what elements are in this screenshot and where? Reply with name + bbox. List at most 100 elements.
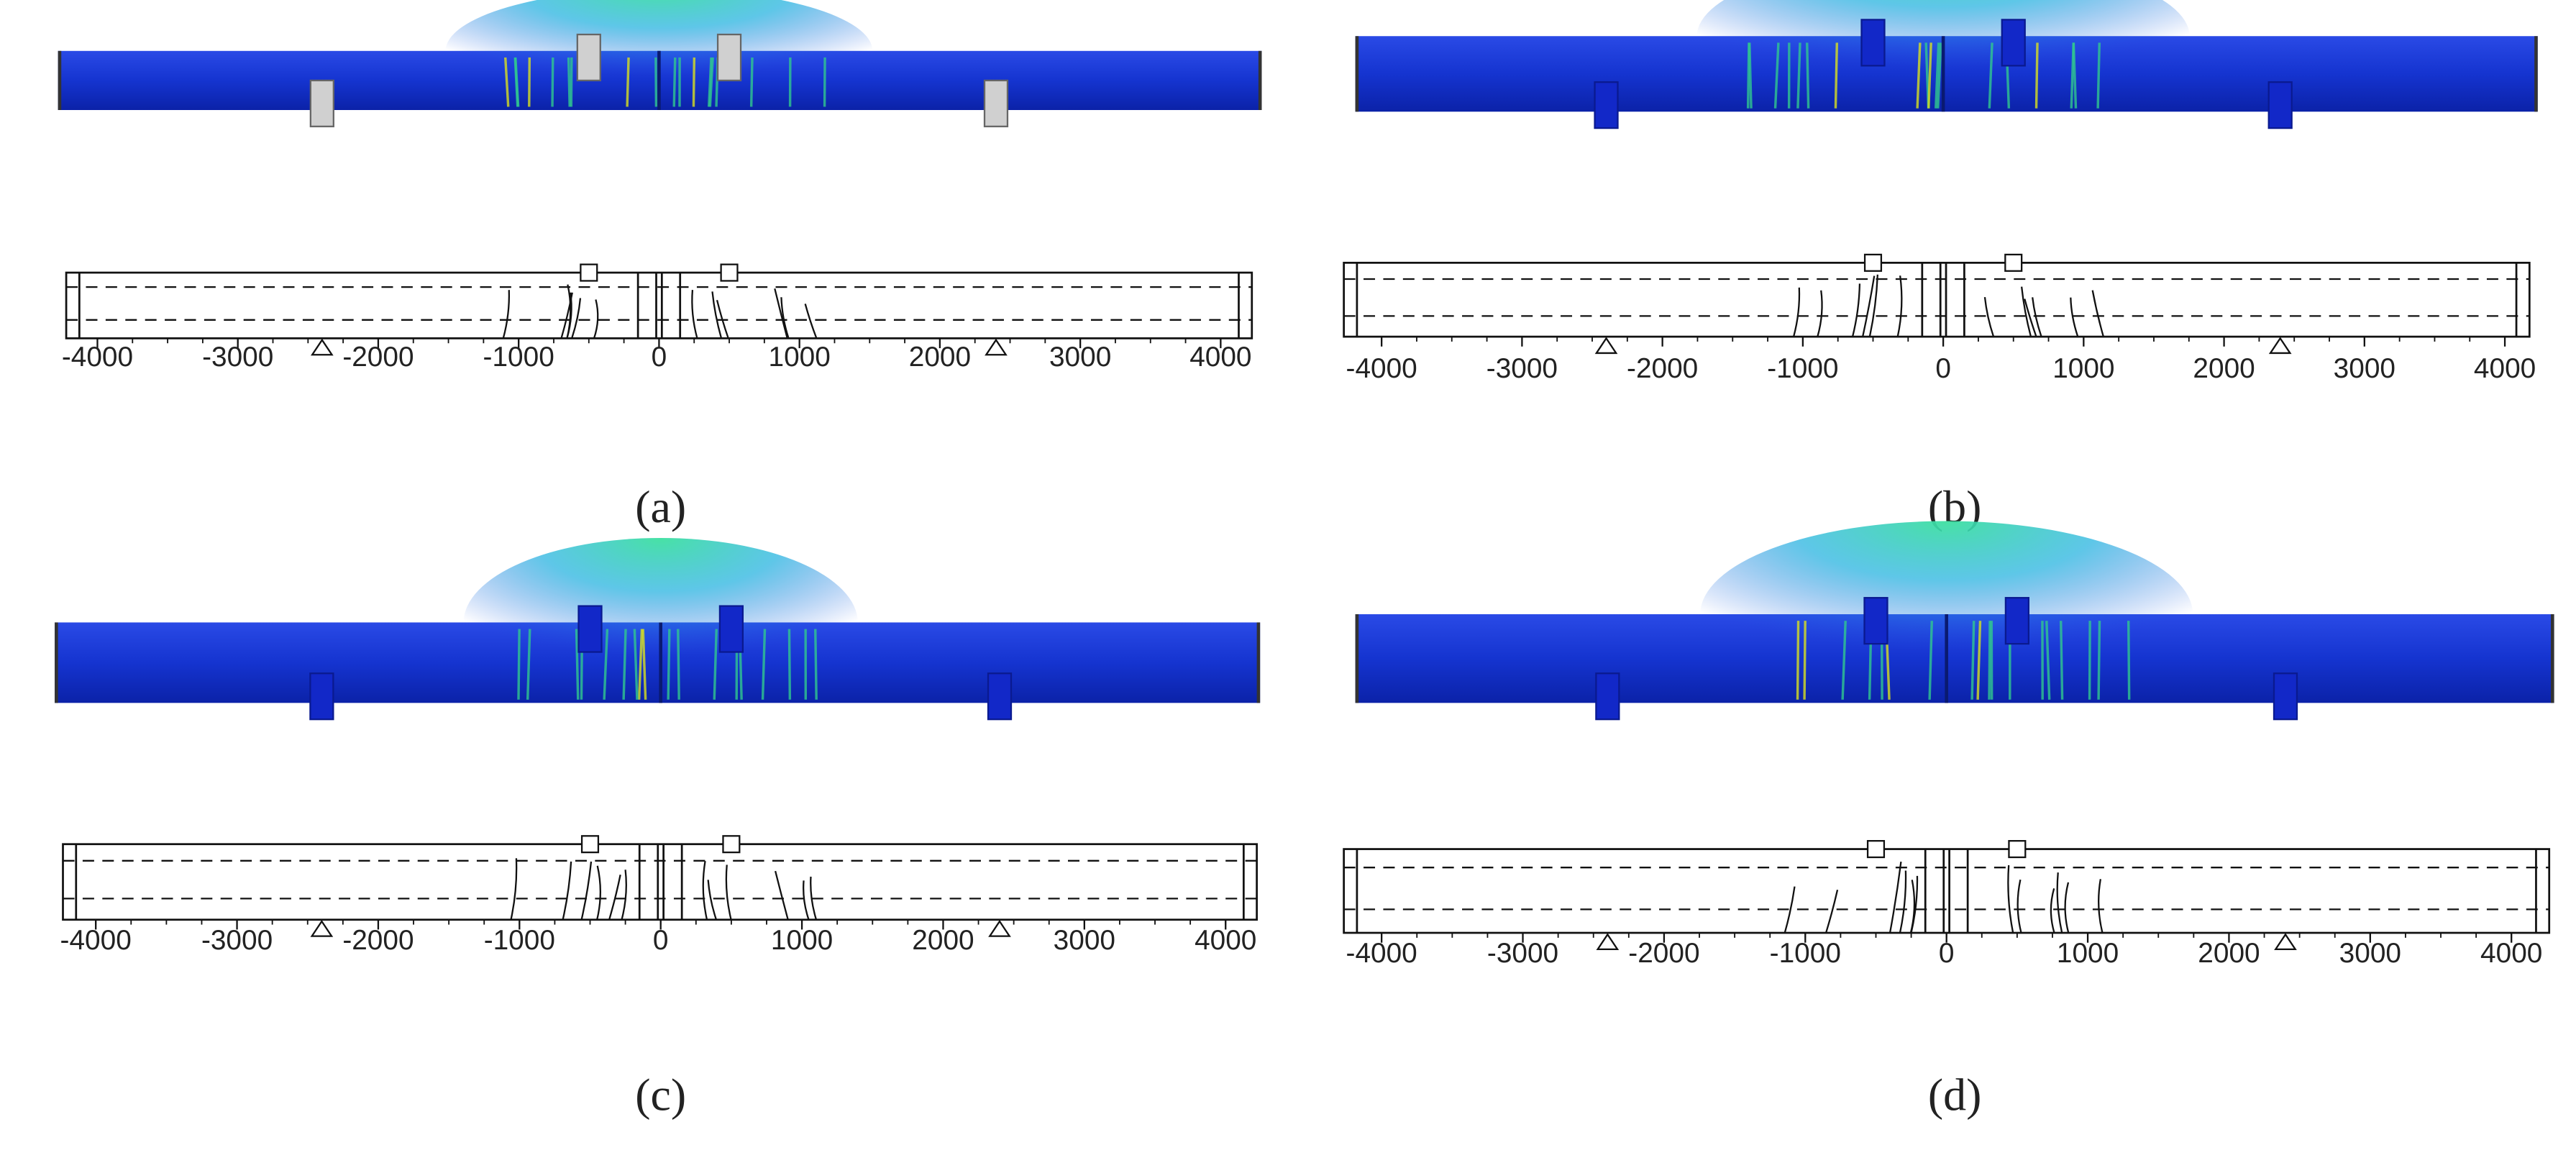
axis-tick-label: -2000 — [342, 925, 414, 956]
support — [1598, 934, 1617, 949]
axis-tick-label: 4000 — [1195, 925, 1256, 956]
stress-streak — [678, 629, 679, 700]
crack — [1817, 291, 1822, 337]
load-plate — [1862, 19, 1885, 65]
axis-tick-label: -4000 — [60, 925, 132, 956]
crack — [708, 880, 716, 919]
stress-streak — [668, 629, 670, 700]
axis-tick-label: -1000 — [1767, 353, 1838, 384]
panel-caption: (d) — [1928, 1069, 1982, 1121]
crack — [1853, 283, 1860, 337]
crack — [1794, 288, 1799, 337]
load-plate — [720, 606, 743, 652]
load-plate — [579, 606, 602, 652]
stress-streak — [627, 58, 629, 107]
load-plate — [2002, 19, 2025, 65]
crack — [1890, 862, 1901, 933]
load-plate — [718, 35, 741, 81]
stress-streak — [674, 58, 675, 107]
support — [986, 340, 1005, 355]
load-point — [2009, 841, 2025, 857]
crack — [563, 862, 571, 920]
crack — [2057, 872, 2063, 933]
axis-tick-label: 2000 — [2198, 938, 2260, 969]
stress-streak — [1798, 621, 1799, 700]
axis-tick-label: 3000 — [2334, 353, 2395, 384]
beam-end — [1356, 614, 1359, 703]
crack — [597, 866, 600, 920]
axis-tick-label: -2000 — [1628, 938, 1699, 969]
crack — [1985, 297, 1993, 337]
crack-beam — [1344, 263, 2530, 337]
beam-end — [58, 51, 62, 110]
crack — [621, 870, 626, 920]
crack — [726, 864, 731, 919]
crack — [572, 298, 580, 339]
support-plate — [985, 81, 1008, 127]
load-point — [723, 836, 739, 852]
stress-streak — [1989, 621, 1990, 700]
crack — [1826, 890, 1837, 933]
axis-tick-label: 1000 — [2052, 353, 2114, 384]
stress-streak — [2098, 621, 2099, 700]
support-plate — [1596, 673, 1619, 719]
support — [990, 921, 1009, 936]
crack — [703, 861, 707, 920]
axis-tick-label: 2000 — [912, 925, 974, 956]
axis-tick-label: 2000 — [2193, 353, 2255, 384]
axis-tick-label: -3000 — [1487, 938, 1558, 969]
axis-tick-label: -1000 — [1770, 938, 1841, 969]
crack — [1911, 880, 1914, 933]
stress-streak — [1804, 621, 1805, 700]
crack — [594, 300, 598, 339]
stress-streak — [1835, 42, 1837, 108]
crack — [2051, 888, 2055, 933]
stress-streak — [529, 58, 530, 107]
support — [1597, 338, 1616, 353]
support-plate — [2274, 673, 2297, 719]
load-point — [721, 265, 738, 281]
stress-streak — [2098, 42, 2099, 108]
load-point — [1865, 255, 1881, 271]
crack — [2070, 298, 2078, 337]
crack — [805, 304, 817, 338]
support — [312, 921, 332, 936]
axis-tick-label: 3000 — [2339, 938, 2401, 969]
axis-tick-label: -4000 — [1346, 938, 1417, 969]
support-plate — [311, 81, 334, 127]
axis-tick-label: -3000 — [201, 925, 273, 956]
crack — [511, 858, 517, 919]
crack — [2008, 865, 2013, 933]
support — [312, 340, 332, 355]
axis-tick-label: 4000 — [2474, 353, 2536, 384]
load-point — [582, 836, 598, 852]
crack — [2018, 880, 2022, 933]
stress-streak — [571, 58, 572, 107]
axis-tick-label: 1000 — [769, 342, 831, 373]
beam-end — [1257, 622, 1261, 703]
stress-streak — [693, 58, 694, 107]
axis-tick-label: 4000 — [2480, 938, 2542, 969]
axis-tick-label: 3000 — [1054, 925, 1115, 956]
beam-end — [1259, 51, 1262, 110]
support-plate — [2269, 82, 2292, 128]
crack — [2022, 287, 2031, 337]
axis-tick-label: 4000 — [1189, 342, 1251, 373]
crack — [713, 291, 722, 338]
load-point — [580, 265, 597, 281]
crack — [2093, 291, 2104, 337]
stress-streak — [1750, 42, 1751, 108]
load-point — [1868, 841, 1884, 857]
axis-tick-label: -1000 — [484, 925, 555, 956]
axis-tick-label: -3000 — [202, 342, 273, 373]
stress-streak — [2061, 621, 2063, 700]
support-plate — [1595, 82, 1618, 128]
crack — [775, 288, 787, 338]
stress-streak — [569, 58, 570, 107]
stress-streak — [656, 58, 657, 107]
axis-tick-label: -4000 — [62, 342, 133, 373]
